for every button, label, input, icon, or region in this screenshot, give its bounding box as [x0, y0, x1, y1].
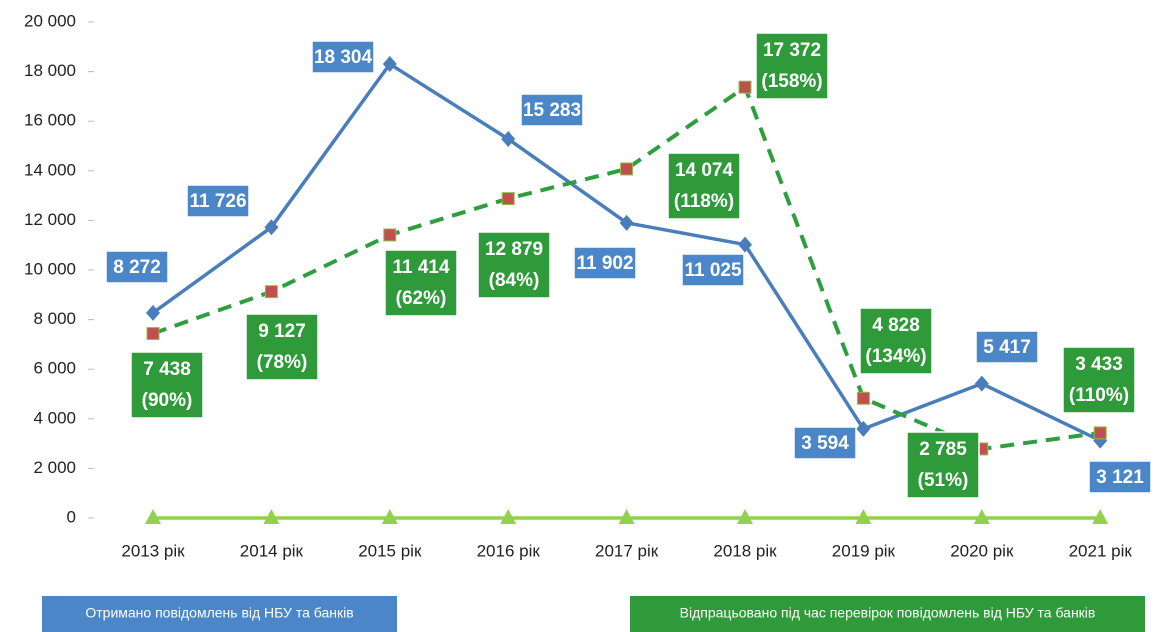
marker	[264, 219, 279, 236]
marker	[618, 509, 635, 524]
y-tick-label: 8 000	[33, 309, 76, 328]
marker	[974, 375, 989, 392]
marker	[382, 56, 397, 73]
data-label-box	[793, 426, 857, 460]
marker	[501, 130, 516, 147]
data-label: 15 283	[523, 100, 581, 121]
y-tick-label: 4 000	[33, 408, 76, 427]
data-label-box	[311, 40, 375, 74]
marker	[855, 509, 872, 524]
y-tick-label: 18 000	[24, 61, 76, 80]
x-tick-label: 2017 рік	[595, 541, 659, 560]
data-label-share: (110%)	[1069, 385, 1129, 406]
data-label-box	[975, 330, 1039, 364]
data-label-box	[681, 253, 745, 287]
data-label-box	[1088, 460, 1152, 494]
y-tick-label: 16 000	[24, 111, 76, 130]
data-label-box	[105, 250, 169, 284]
data-label-box	[859, 307, 933, 375]
data-label-share: (158%)	[761, 71, 822, 92]
marker	[620, 162, 634, 176]
x-tick-label: 2020 рік	[950, 541, 1014, 560]
x-tick-label: 2019 рік	[832, 541, 896, 560]
y-tick-label: 12 000	[24, 210, 76, 229]
data-label: 12 879	[485, 239, 543, 260]
data-label: 3 121	[1096, 467, 1144, 488]
y-tick-label: 10 000	[24, 259, 76, 278]
x-tick-label: 2018 рік	[713, 541, 777, 560]
data-label: 8 272	[113, 257, 161, 278]
marker	[619, 214, 634, 231]
data-label: 11 726	[189, 191, 246, 212]
marker	[146, 304, 160, 321]
data-label: 11 025	[684, 260, 741, 281]
y-tick-label: 20 000	[24, 11, 76, 30]
legend-box	[42, 596, 397, 632]
data-label-box	[520, 93, 584, 127]
y-tick-label: 2 000	[33, 458, 76, 477]
y-tick-label: 14 000	[24, 160, 76, 179]
data-label: 17 372	[763, 40, 821, 61]
x-tick-label: 2013 рік	[121, 541, 185, 560]
data-label: 4 828	[872, 315, 920, 336]
data-label: 5 417	[983, 337, 1031, 358]
data-label: 11 902	[576, 253, 633, 274]
data-label: 7 438	[143, 359, 191, 380]
y-tick-label: 6 000	[33, 359, 76, 378]
legend-label: Відпрацьовано під час перевірок повідомл…	[680, 605, 1096, 621]
data-label-share: (134%)	[865, 346, 926, 367]
data-label-share: (90%)	[142, 390, 193, 411]
data-label: 3 433	[1075, 354, 1123, 375]
data-label: 11 414	[392, 257, 449, 278]
marker	[500, 509, 517, 524]
data-label-box	[477, 231, 551, 299]
data-label-box	[130, 351, 204, 419]
marker	[383, 228, 397, 242]
data-label: 14 074	[675, 160, 734, 181]
marker	[1092, 509, 1109, 524]
data-label-share: (62%)	[396, 288, 447, 309]
data-label: 3 594	[801, 433, 849, 454]
x-tick-label: 2021 рік	[1069, 541, 1133, 560]
marker	[973, 509, 990, 524]
data-label-box	[1062, 346, 1136, 414]
data-label-share: (78%)	[257, 352, 308, 373]
data-label-box	[384, 249, 458, 317]
data-label: 18 304	[314, 47, 373, 68]
data-label-share: (84%)	[489, 270, 540, 291]
x-tick-label: 2015 рік	[358, 541, 422, 560]
marker	[146, 327, 160, 341]
data-label-box	[667, 152, 741, 220]
legend-label: Отримано повідомлень від НБУ та банків	[85, 605, 353, 621]
x-tick-label: 2014 рік	[240, 541, 304, 560]
marker	[737, 509, 753, 524]
y-tick-label: 0	[67, 507, 76, 526]
marker	[738, 236, 752, 253]
data-label-box	[573, 246, 637, 280]
marker	[738, 80, 752, 94]
data-label-box	[245, 313, 319, 381]
marker	[856, 391, 870, 405]
marker	[263, 509, 280, 524]
data-label: 9 127	[258, 321, 306, 342]
x-tick-label: 2016 рік	[477, 541, 541, 560]
data-label-box	[186, 184, 250, 218]
marker	[856, 420, 871, 437]
data-label-share: (118%)	[674, 191, 734, 212]
data-label-box	[906, 431, 980, 499]
marker	[381, 509, 398, 524]
marker	[1093, 426, 1107, 440]
marker	[264, 285, 278, 299]
data-label: 2 785	[919, 439, 967, 460]
legend-box	[630, 596, 1145, 632]
marker	[501, 192, 515, 206]
data-label-share: (51%)	[918, 470, 969, 491]
data-label-box	[755, 32, 829, 100]
marker	[145, 509, 161, 524]
